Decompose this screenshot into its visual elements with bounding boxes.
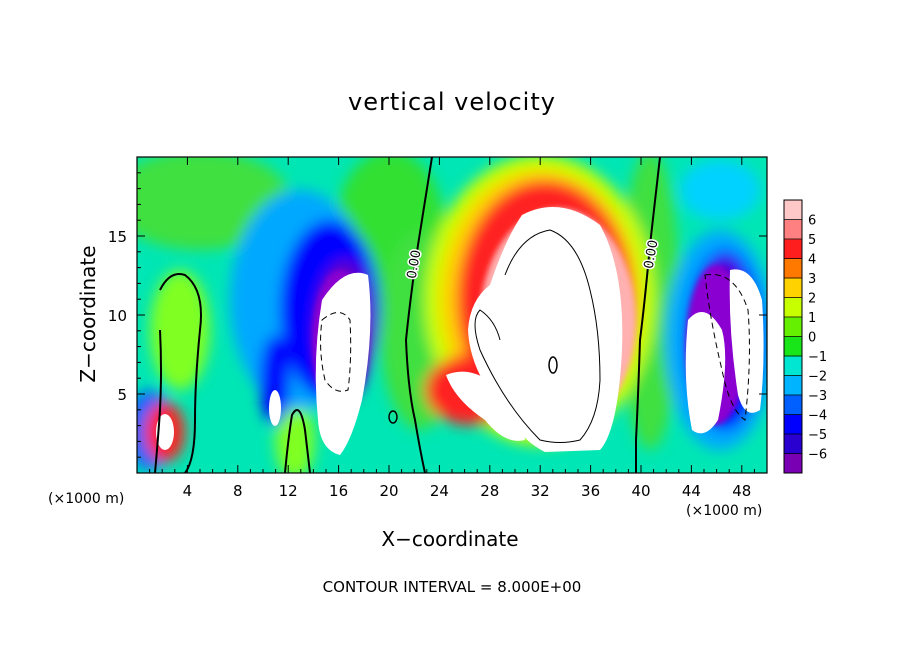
colorbar-swatch [784,200,802,220]
contour-interval-note: CONTOUR INTERVAL = 8.000E+00 [322,578,582,596]
x-tick-label: 24 [430,482,449,500]
colorbar-label: −6 [808,448,827,463]
x-tick-label: 44 [682,482,701,500]
y-tick-label: 15 [108,228,127,246]
colorbar-label: 1 [808,311,816,326]
y-tick-label: 10 [108,307,127,325]
colorbar-label: −4 [808,409,827,424]
x-tick-label: 40 [631,482,650,500]
zero-contour-east [635,157,661,473]
colorbar-swatch [784,356,802,376]
x-tick-label: 48 [732,482,751,500]
white-saturated-cores [156,207,764,455]
colorbar-label: 4 [808,253,816,268]
x-tick-label: 16 [329,482,348,500]
colorbar-label: −1 [808,350,827,365]
colorbar-swatch [784,414,802,435]
inner-contour-downdraft-west [320,312,352,392]
x-unit-label-left: (×1000 m) [48,491,125,507]
colorbar-swatch [784,453,802,474]
colorbar-swatch [784,317,802,337]
x-tick-label: 4 [183,482,193,500]
x-tick-label: 20 [379,482,398,500]
zero-contour-west [404,157,433,473]
velocity-field: 0.00 0.00 [137,157,767,473]
contour-label-east: 0.00 [642,239,662,270]
x-unit-label-right: (×1000 m) [686,503,763,519]
colorbar-swatch [784,336,802,357]
colorbar-label: 3 [808,272,816,287]
chart-title: vertical velocity [348,88,556,116]
colorbar-label: 0 [808,331,816,346]
colorbar-swatch [784,297,802,318]
inner-contour-downdraft-east [704,273,750,421]
x-tick-label: 12 [279,482,298,500]
inner-contour-updraft [474,229,601,443]
x-axis-label: X−coordinate [381,527,519,551]
colorbar-swatch [784,278,802,298]
colorbar-swatch [784,434,802,454]
colorbar-label: 6 [808,214,816,229]
contour-left-plume [159,273,202,473]
colorbar: −6 −5 −4 −3 −2 −1 0 1 2 3 4 5 6 [783,199,827,474]
colorbar-swatch [784,258,802,279]
colorbar-label: −5 [808,428,827,443]
colorbar-label: 2 [808,292,816,307]
x-tick-label: 28 [480,482,499,500]
colorbar-swatch [784,395,802,415]
x-tick-label: 8 [233,482,243,500]
contour-label-west: 0.00 [405,249,425,280]
colorbar-label: 5 [808,233,816,248]
x-tick-label: 32 [531,482,550,500]
contour-left-edge [154,329,162,473]
colorbar-label: −3 [808,389,827,404]
colorbar-swatch [784,219,802,240]
colorbar-swatch [784,239,802,259]
colorbar-label: −2 [808,370,827,385]
contour-small-plume [284,409,311,473]
colorbar-swatch [784,375,802,396]
x-tick-label: 36 [581,482,600,500]
y-tick-label: 5 [117,386,127,404]
contour-lines [154,157,750,473]
